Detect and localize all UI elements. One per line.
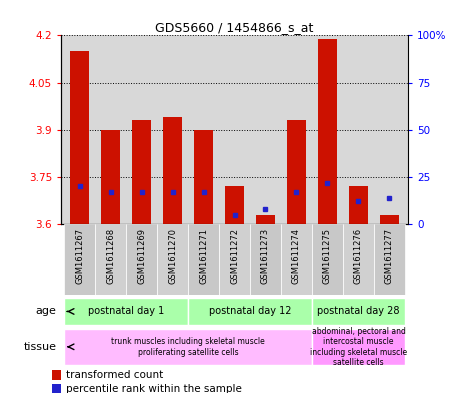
Bar — [281, 224, 312, 295]
Bar — [250, 224, 281, 295]
Bar — [312, 224, 343, 295]
Text: postnatal day 12: postnatal day 12 — [209, 307, 291, 316]
Bar — [188, 298, 312, 325]
Bar — [312, 329, 405, 365]
Bar — [52, 384, 61, 393]
Bar — [101, 130, 120, 224]
Text: abdominal, pectoral and
intercostal muscle
including skeletal muscle
satellite c: abdominal, pectoral and intercostal musc… — [310, 327, 407, 367]
Bar — [188, 224, 219, 295]
Text: GSM1611267: GSM1611267 — [75, 228, 84, 284]
Title: GDS5660 / 1454866_s_at: GDS5660 / 1454866_s_at — [155, 21, 314, 34]
Text: GSM1611275: GSM1611275 — [323, 228, 332, 283]
Bar — [64, 329, 312, 365]
Text: GSM1611271: GSM1611271 — [199, 228, 208, 283]
Bar — [287, 120, 306, 224]
Text: percentile rank within the sample: percentile rank within the sample — [66, 384, 242, 393]
Text: postnatal day 1: postnatal day 1 — [88, 307, 164, 316]
Text: GSM1611274: GSM1611274 — [292, 228, 301, 283]
Bar — [349, 186, 368, 224]
Bar — [95, 224, 126, 295]
Bar — [219, 224, 250, 295]
Text: trunk muscles including skeletal muscle
proliferating satellite cells: trunk muscles including skeletal muscle … — [111, 337, 265, 356]
Bar — [157, 224, 188, 295]
Text: GSM1611277: GSM1611277 — [385, 228, 394, 284]
Bar — [52, 370, 61, 380]
Bar — [380, 215, 399, 224]
Bar — [163, 117, 182, 224]
Text: postnatal day 28: postnatal day 28 — [317, 307, 400, 316]
Text: age: age — [35, 307, 56, 316]
Bar — [64, 298, 188, 325]
Bar — [194, 130, 213, 224]
Bar — [343, 224, 374, 295]
Bar — [374, 224, 405, 295]
Bar — [132, 120, 151, 224]
Bar — [256, 215, 275, 224]
Bar — [312, 298, 405, 325]
Bar — [64, 224, 95, 295]
Text: GSM1611268: GSM1611268 — [106, 228, 115, 284]
Text: GSM1611273: GSM1611273 — [261, 228, 270, 284]
Bar — [318, 39, 337, 224]
Text: GSM1611270: GSM1611270 — [168, 228, 177, 283]
Text: GSM1611272: GSM1611272 — [230, 228, 239, 283]
Bar — [126, 224, 157, 295]
Bar — [225, 186, 244, 224]
Bar — [70, 51, 89, 224]
Text: tissue: tissue — [23, 342, 56, 352]
Text: transformed count: transformed count — [66, 370, 164, 380]
Text: GSM1611276: GSM1611276 — [354, 228, 363, 284]
Text: GSM1611269: GSM1611269 — [137, 228, 146, 283]
